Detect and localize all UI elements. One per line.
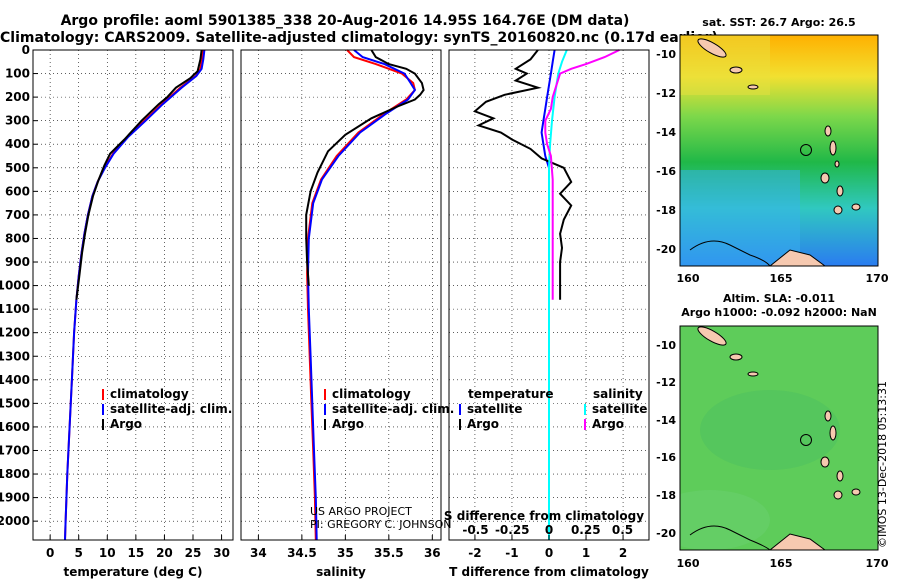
y-tick-label: 1700 [0,443,30,457]
x-tick-label-top: -0.25 [495,523,530,537]
legend-label: satellite [592,402,647,416]
x-tick-label-top: -0.5 [462,523,488,537]
pi-credit: PI: GREGORY C. JOHNSON [310,518,452,531]
plot-title-line2: Climatology: CARS2009. Satellite-adjuste… [0,30,718,46]
plot-title-line1: Argo profile: aoml 5901385_338 20-Aug-20… [60,13,630,29]
x-tick-label: 30 [213,546,230,560]
legend-label: Argo [332,417,364,431]
legend-label: satellite [467,402,522,416]
x-tick-label: -1 [505,546,518,560]
legend-label: satellite-adj. clim. [110,402,232,416]
x-tick-label: 1 [582,546,590,560]
x-axis-label: salinity [316,565,366,579]
x-tick-label: 10 [99,546,116,560]
y-tick-label: 1500 [0,396,30,410]
x-tick-label: 2 [619,546,627,560]
legend-label: Argo [110,417,142,431]
y-tick-label: 0 [22,43,30,57]
sst-xtick: 160 [677,272,700,285]
y-tick-label: 1100 [0,302,30,316]
y-tick-label: 1200 [0,326,30,340]
legend-label: satellite-adj. clim. [332,402,454,416]
sla-ytick: -14 [656,414,676,427]
y-tick-label: 500 [5,161,30,175]
sla-ytick: -20 [656,527,676,540]
y-tick-label: 300 [5,114,30,128]
x-tick-label: 35.5 [374,546,404,560]
x-tick-label: 34.5 [287,546,317,560]
x-tick-label: 15 [128,546,145,560]
sst-xtick: 165 [770,272,793,285]
x-tick-label-top: 0.5 [612,523,633,537]
sst-ytick: -18 [656,204,676,217]
x-tick-label: 36 [424,546,441,560]
sla-ytick: -18 [656,489,676,502]
x-tick-label: 20 [156,546,173,560]
sst-map-title: sat. SST: 26.7 Argo: 26.5 [702,16,856,29]
y-tick-label: 400 [5,137,30,151]
y-tick-label: 1300 [0,349,30,363]
y-tick-label: 700 [5,208,30,222]
x-tick-label: 0 [545,546,553,560]
sla-ytick: -10 [656,339,676,352]
series-line-climatology [64,49,205,541]
legend-label: climatology [332,387,411,401]
sst-ytick: -20 [656,243,676,256]
sla-map-subtitle: Argo h1000: -0.092 h2000: NaN [681,306,877,319]
x-axis-label-top: S difference from climatology [444,509,644,523]
y-tick-label: 1800 [0,467,30,481]
y-tick-label: 200 [5,90,30,104]
sst-ytick: -14 [656,126,676,139]
project-credit: US ARGO PROJECT [310,505,412,518]
y-tick-label: 1400 [0,373,30,387]
x-axis-label: T difference from climatology [449,565,649,579]
x-tick-label-top: 0.25 [571,523,601,537]
legend-label: Argo [467,417,499,431]
series-line-satellite-adj-clim- [306,49,417,541]
series-line-satellite-adj-clim- [64,49,206,541]
sst-ytick: -12 [656,87,676,100]
sst-map: -10 -12 -14 -16 -18 -20 160 165 170 [656,34,889,285]
x-tick-label: 35 [337,546,354,560]
sla-xtick: 160 [677,557,700,570]
series-line-argo [305,49,425,286]
x-tick-label: 0 [46,546,54,560]
sla-ytick: -12 [656,376,676,389]
y-tick-label: 800 [5,231,30,245]
series-line-argo [75,49,203,300]
imos-credit: ©IMOS 13-Dec-2018 05:13:31 [876,381,889,548]
sla-map: -10 -12 -14 -16 -18 -20 160 165 170 [656,325,889,570]
legend-group-title: temperature [468,387,553,401]
x-tick-label: 25 [185,546,202,560]
x-tick-label: 34 [250,546,267,560]
y-tick-label: 1600 [0,420,30,434]
sla-map-title: Altim. SLA: -0.011 [722,292,836,305]
sst-xtick: 170 [866,272,889,285]
series-line-t-argo [472,49,573,300]
y-tick-label: 1000 [0,279,30,293]
legend-group-title: salinity [593,387,643,401]
x-tick-label-top: 0 [545,523,553,537]
legend-label: climatology [110,387,189,401]
sst-ytick: -16 [656,165,676,178]
x-tick-label: 5 [75,546,83,560]
x-axis-label: temperature (deg C) [64,565,203,579]
sla-xtick: 170 [866,557,889,570]
series-line-s-argo [544,49,620,300]
plot-frame [240,49,442,541]
series-line-s-satellite [548,49,568,540]
sla-ytick: -16 [656,451,676,464]
x-tick-label: -2 [468,546,481,560]
y-tick-label: 600 [5,184,30,198]
sla-xtick: 165 [770,557,793,570]
y-tick-label: 900 [5,255,30,269]
plot-frame [32,49,234,541]
y-tick-label: 100 [5,67,30,81]
y-tick-label: 2000 [0,514,30,528]
series-line-climatology [306,49,416,541]
sst-ytick: -10 [656,48,676,61]
legend-label: Argo [592,417,624,431]
y-tick-label: 1900 [0,491,30,505]
